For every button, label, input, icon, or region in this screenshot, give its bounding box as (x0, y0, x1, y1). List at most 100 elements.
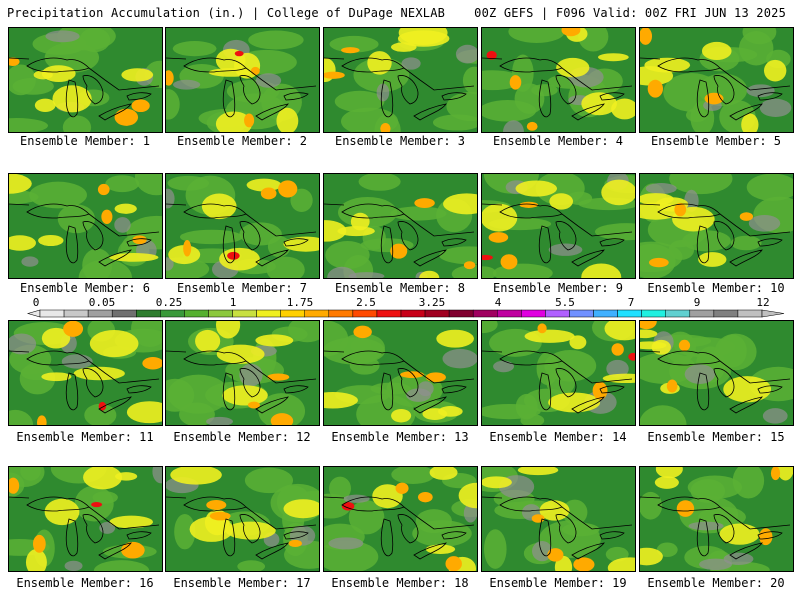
precip-map (166, 174, 319, 278)
precip-map (482, 28, 635, 132)
colorbar-segment (593, 309, 618, 318)
great-lakes-outline (166, 57, 317, 121)
precip-map (166, 321, 319, 425)
ensemble-member-label: Ensemble Member: 10 (647, 281, 785, 295)
colorbar-segment (232, 309, 257, 318)
colorbar-tick-label: 0 (32, 296, 40, 309)
colorbar-segment (713, 309, 739, 318)
precip-map (640, 321, 793, 425)
ensemble-map-panel (8, 27, 163, 133)
great-lakes-outline (9, 57, 160, 121)
colorbar-segment (63, 309, 89, 318)
colorbar-segment (689, 309, 715, 318)
ensemble-member-label: Ensemble Member: 18 (331, 576, 469, 590)
ensemble-member-label: Ensemble Member: 6 (19, 281, 151, 295)
colorbar-segment (328, 309, 354, 318)
ensemble-map-panel (481, 27, 636, 133)
precip-map (324, 28, 477, 132)
colorbar-segment (376, 309, 402, 318)
colorbar-tick-label: 1 (229, 296, 237, 309)
colorbar-segment (545, 309, 570, 318)
precip-map (9, 174, 162, 278)
ensemble-member-label: Ensemble Member: 11 (16, 430, 154, 444)
colorbar-segment (280, 309, 305, 318)
ensemble-member-label: Ensemble Member: 20 (647, 576, 785, 590)
great-lakes-outline (482, 203, 633, 267)
colorbar-tick-label: 4 (494, 296, 502, 309)
ensemble-member-label: Ensemble Member: 9 (492, 281, 624, 295)
ensemble-map-panel (481, 466, 636, 572)
ensemble-map-panel (8, 173, 163, 279)
great-lakes-outline (9, 203, 160, 267)
ensemble-member-label: Ensemble Member: 16 (16, 576, 154, 590)
ensemble-map-panel (639, 320, 794, 426)
great-lakes-outline (482, 496, 633, 560)
great-lakes-outline (324, 496, 475, 560)
colorbar-segment (304, 309, 330, 318)
colorbar-segment (737, 309, 763, 318)
ensemble-map-panel (323, 466, 478, 572)
great-lakes-outline (166, 496, 317, 560)
colorbar-tick-label: 12 (756, 296, 770, 309)
colorbar-segment (136, 309, 161, 318)
ensemble-member-label: Ensemble Member: 8 (334, 281, 466, 295)
colorbar-segment (87, 309, 113, 318)
precip-map (9, 467, 162, 571)
ensemble-map-panel (639, 173, 794, 279)
ensemble-map-panel (323, 27, 478, 133)
precip-map (324, 174, 477, 278)
ensemble-map-panel (165, 27, 320, 133)
great-lakes-outline (166, 350, 317, 414)
colorbar-segment (184, 309, 209, 318)
colorbar-tick-label: 3.25 (418, 296, 446, 309)
ensemble-map-panel (323, 173, 478, 279)
precip-map (482, 321, 635, 425)
precip-map (166, 467, 319, 571)
map-title: Precipitation Accumulation (in.) | Colle… (7, 6, 446, 20)
colorbar-segment (256, 309, 281, 318)
great-lakes-outline (640, 57, 791, 121)
precip-map (640, 28, 793, 132)
precipitation-colorbar: 0 0.05 0.25 1 1.75 2.5 3.25 4 5.5 7 9 12 (0, 296, 800, 320)
colorbar-tick-label: 9 (693, 296, 701, 309)
great-lakes-outline (482, 350, 633, 414)
great-lakes-outline (324, 203, 475, 267)
ensemble-map-panel (481, 320, 636, 426)
colorbar-tick-label: 2.5 (356, 296, 376, 309)
ensemble-member-label: Ensemble Member: 5 (650, 134, 782, 148)
precip-map (482, 174, 635, 278)
ensemble-map-panel (323, 320, 478, 426)
ensemble-map-panel (165, 466, 320, 572)
great-lakes-outline (324, 57, 475, 121)
great-lakes-outline (9, 350, 160, 414)
ensemble-member-label: Ensemble Member: 3 (334, 134, 466, 148)
colorbar-segment (208, 309, 233, 318)
ensemble-member-label: Ensemble Member: 19 (489, 576, 627, 590)
ensemble-map-panel (639, 27, 794, 133)
colorbar-segment (39, 309, 65, 318)
great-lakes-outline (324, 350, 475, 414)
ensemble-member-label: Ensemble Member: 17 (173, 576, 311, 590)
precip-map (324, 467, 477, 571)
great-lakes-outline (166, 203, 317, 267)
colorbar-segment (617, 309, 642, 318)
ensemble-member-label: Ensemble Member: 12 (173, 430, 311, 444)
colorbar-segment (111, 309, 137, 318)
colorbar-segment (641, 309, 666, 318)
colorbar-tick-label: 0.05 (88, 296, 116, 309)
ensemble-map-panel (8, 466, 163, 572)
precip-map (482, 467, 635, 571)
precip-map (640, 174, 793, 278)
ensemble-member-label: Ensemble Member: 2 (176, 134, 308, 148)
colorbar-left-arrow (26, 309, 41, 318)
colorbar-graphic (26, 309, 785, 318)
colorbar-segment (472, 309, 498, 318)
colorbar-tick-label: 7 (627, 296, 635, 309)
ensemble-map-panel (639, 466, 794, 572)
colorbar-segment (448, 309, 474, 318)
ensemble-member-label: Ensemble Member: 4 (492, 134, 624, 148)
precip-map (166, 28, 319, 132)
precip-map (9, 321, 162, 425)
colorbar-tick-label: 5.5 (555, 296, 575, 309)
model-run-info: 00Z GEFS | F096 Valid: 00Z FRI JUN 13 20… (474, 6, 786, 20)
